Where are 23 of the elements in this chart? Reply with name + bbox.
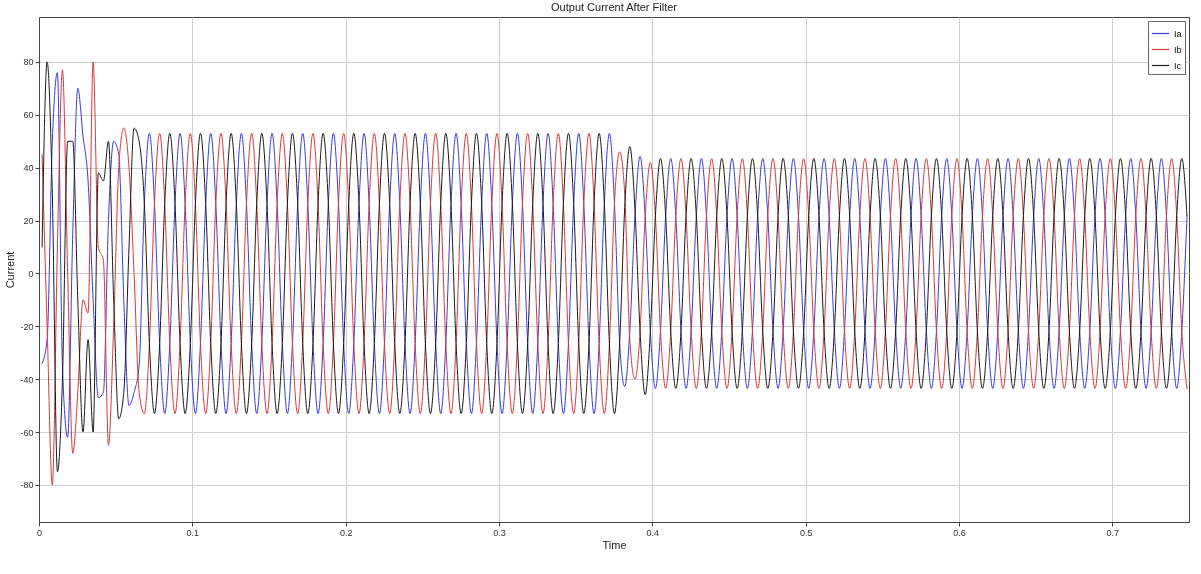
x-tick-label: 0.1 [186, 527, 200, 538]
legend-label: Ic [1174, 60, 1182, 71]
x-tick-label: 0.5 [799, 527, 813, 538]
y-tick-label: -40 [20, 374, 34, 385]
x-tick-label: 0.6 [953, 527, 966, 538]
legend-label: Ia [1174, 28, 1182, 39]
y-tick-label: -20 [20, 321, 34, 332]
y-tick-label: -60 [20, 427, 34, 438]
y-tick-label: 60 [23, 110, 34, 121]
y-tick-label: 0 [28, 268, 34, 279]
chart-title: Output Current After Filter [551, 1, 678, 13]
y-tick-label: -80 [20, 480, 34, 491]
x-tick-label: 0.3 [493, 527, 506, 538]
x-axis-title: Time [602, 538, 627, 551]
x-tick-label: 0.7 [1106, 527, 1120, 538]
x-tick-label: 0.4 [646, 527, 660, 538]
y-axis-title: Current [4, 251, 17, 289]
y-tick-label: 80 [23, 57, 34, 68]
y-tick-label: 20 [23, 216, 34, 227]
y-tick-label: 40 [23, 163, 34, 174]
legend-label: Ib [1174, 44, 1182, 55]
x-tick-label: 0 [36, 527, 43, 538]
x-tick-label: 0.2 [339, 527, 353, 538]
